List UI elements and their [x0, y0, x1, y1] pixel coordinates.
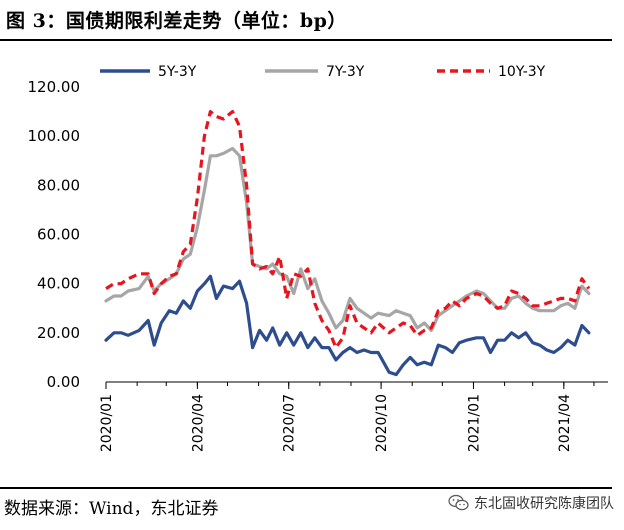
y-tick-label: 60.00	[37, 226, 80, 244]
y-tick-label: 40.00	[37, 275, 80, 293]
watermark: 东北固收研究陈康团队	[448, 493, 614, 513]
legend-label: 5Y-3Y	[158, 64, 197, 80]
x-tick-label: 2021/01	[466, 394, 482, 452]
x-axis: 2020/01 2020/04 2020/07 2020/10 2021/01 2021/…	[99, 381, 608, 452]
y-tick-label: 80.00	[37, 176, 80, 194]
x-tick-label: 2021/04	[557, 394, 573, 452]
x-tick-label: 2020/10	[374, 394, 390, 452]
footer-rule	[0, 487, 612, 489]
y-axis: 0.00 20.00 40.00 60.00 80.00 100.00 120.00	[28, 78, 81, 391]
legend-label: 7Y-3Y	[326, 64, 365, 80]
y-tick-label: 100.00	[28, 127, 81, 145]
series-layer	[104, 110, 591, 377]
y-tick-label: 120.00	[28, 78, 81, 96]
x-tick-label: 2020/01	[99, 394, 115, 452]
series-line-7y-3y	[104, 146, 591, 332]
source-note: 数据来源：Wind，东北证券	[4, 499, 219, 519]
page-title: 图 3：国债期限利差走势（单位：bp）	[6, 10, 347, 32]
y-tick-label: 0.00	[47, 373, 80, 391]
series-line-5y-3y	[104, 274, 591, 377]
legend-label: 10Y-3Y	[498, 64, 546, 80]
y-tick-label: 20.00	[37, 324, 80, 342]
wechat-icon	[448, 494, 469, 511]
series-line-10y-3y	[105, 110, 591, 350]
legend: 5Y-3Y 7Y-3Y 10Y-3Y	[100, 64, 546, 80]
spread-line-chart: 0.00 20.00 40.00 60.00 80.00 100.00 120.00 202…	[28, 64, 608, 452]
x-tick-label: 2020/04	[190, 394, 206, 452]
x-tick-label: 2020/07	[282, 394, 298, 452]
watermark-text: 东北固收研究陈康团队	[474, 496, 614, 512]
title-rule	[0, 39, 612, 41]
